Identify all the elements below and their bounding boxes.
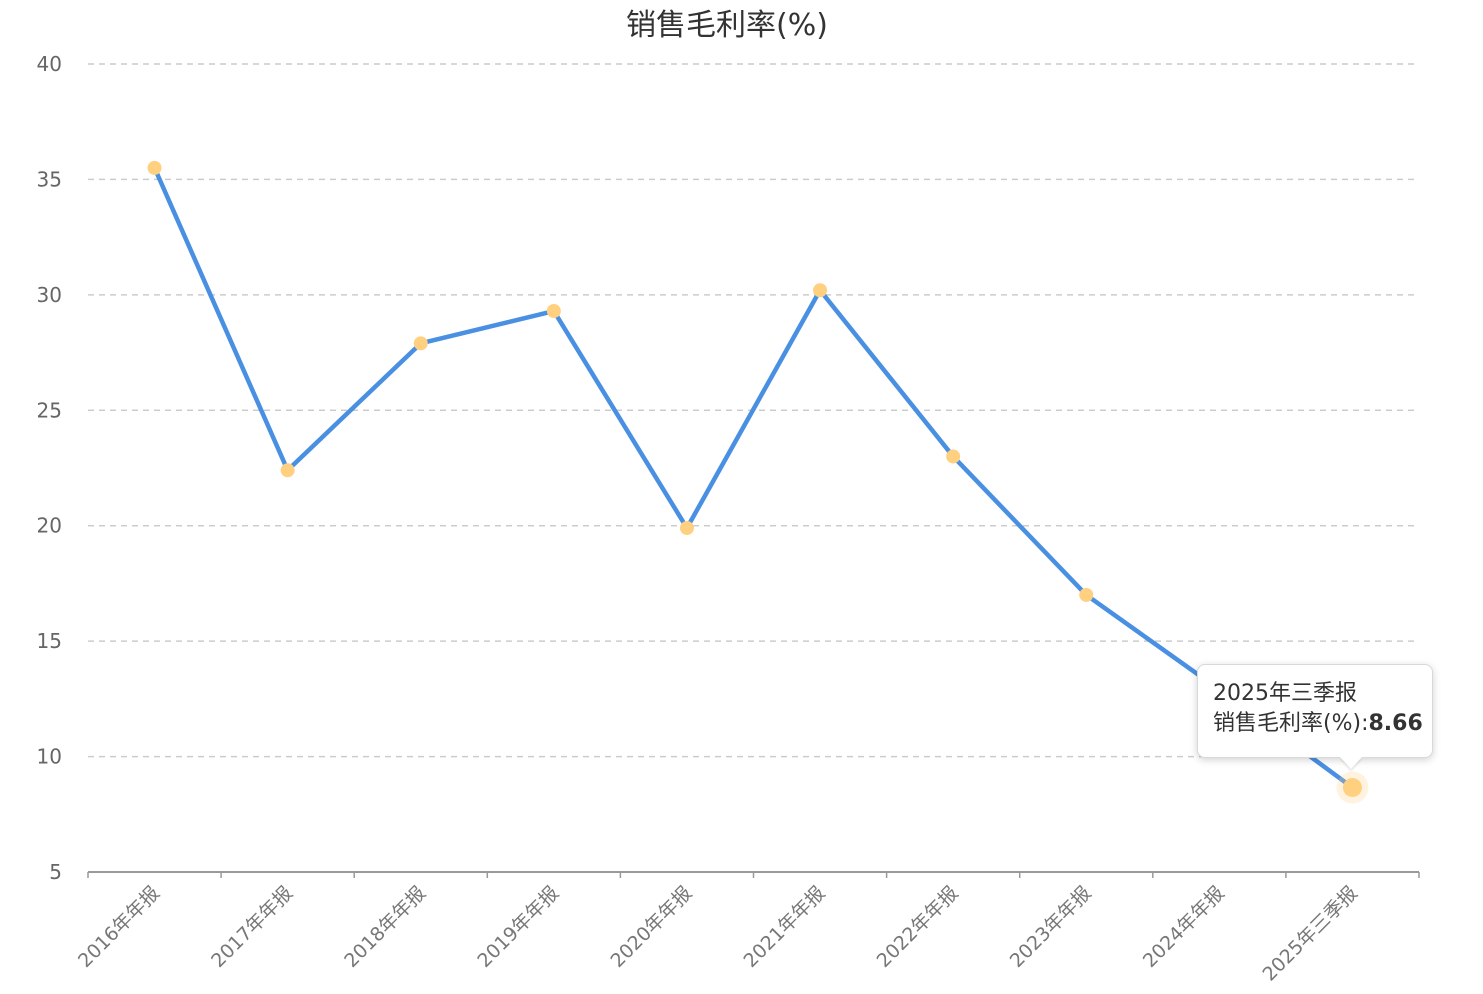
y-tick-label: 15 [37, 629, 62, 653]
y-tick-label: 30 [37, 283, 62, 307]
x-axis: 2016年年报 2017年年报 2018年年报 2019年年报 2020年年报 2021年… [74, 871, 1420, 985]
data-point[interactable] [1079, 587, 1094, 602]
data-point[interactable] [280, 463, 295, 478]
y-tick-label: 5 [49, 860, 62, 884]
tooltip-arrow [1340, 757, 1362, 769]
data-point[interactable] [946, 449, 961, 464]
chart-title: 销售毛利率(%) [626, 8, 828, 43]
x-tick-label: 2024年年报 [1139, 882, 1229, 972]
x-tick-label: 2018年年报 [340, 882, 430, 972]
y-axis: 5 10 15 20 25 30 35 40 [37, 52, 62, 884]
tooltip-category: 2025年三季报 [1213, 681, 1357, 706]
x-tick-label: 2020年年报 [606, 882, 696, 972]
x-tick-label: 2023年年报 [1006, 882, 1096, 972]
x-tick-label: 2022年年报 [873, 882, 963, 972]
data-point[interactable] [1342, 778, 1362, 798]
x-tick-label: 2017年年报 [207, 882, 297, 972]
data-point[interactable] [147, 160, 162, 175]
x-tick-label: 2016年年报 [74, 882, 164, 972]
y-tick-label: 25 [37, 398, 62, 422]
series-line [152, 165, 1355, 790]
tooltip: 2025年三季报 销售毛利率(%):8.66 [1197, 664, 1433, 758]
tooltip-value: 8.66 [1368, 711, 1423, 736]
x-tick-label: 2019年年报 [473, 882, 563, 972]
data-point[interactable] [679, 521, 694, 536]
x-tick-label: 2021年年报 [740, 882, 830, 972]
x-tick-label: 2025年三季报 [1258, 882, 1361, 985]
y-tick-label: 40 [37, 52, 62, 76]
series-line-path [152, 165, 1355, 790]
data-point[interactable] [413, 336, 428, 351]
tooltip-label: 销售毛利率(%): [1213, 711, 1369, 736]
y-tick-label: 35 [37, 167, 62, 191]
data-point[interactable] [546, 304, 561, 319]
tooltip-row: 销售毛利率(%):8.66 [1213, 709, 1432, 739]
y-tick-label: 10 [37, 745, 62, 769]
data-point[interactable] [813, 283, 828, 298]
data-points [147, 160, 1369, 804]
y-tick-label: 20 [37, 514, 62, 538]
